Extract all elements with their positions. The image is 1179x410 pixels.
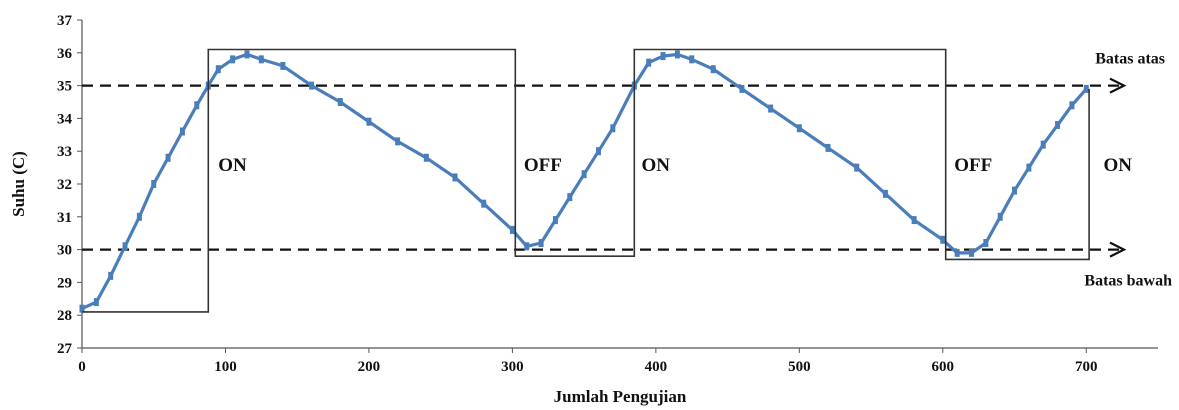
temperature-point — [911, 216, 917, 225]
series-layer — [79, 48, 1090, 313]
temperature-point — [710, 65, 716, 74]
x-tick-label: 200 — [358, 359, 381, 375]
temperature-point — [968, 248, 974, 257]
state-label: ON — [1103, 155, 1132, 176]
temperature-point — [93, 298, 99, 307]
temperature-point — [954, 248, 960, 257]
x-tick-label: 700 — [1075, 359, 1098, 375]
temperature-point — [825, 143, 831, 152]
temperature-point — [610, 124, 616, 133]
temperature-point — [940, 235, 946, 244]
temperature-point — [646, 58, 652, 67]
temperature-point — [796, 124, 802, 133]
temperature-point — [1083, 84, 1089, 93]
temperature-point — [151, 180, 157, 188]
x-axis-title: Jumlah Pengujian — [554, 387, 687, 406]
y-tick-label: 30 — [57, 243, 72, 259]
y-axis-title: Suhu (C) — [9, 151, 28, 217]
temperature-point — [1069, 101, 1075, 110]
temperature-point — [122, 242, 128, 251]
x-tick-label: 600 — [932, 359, 955, 375]
y-tick-label: 33 — [57, 144, 72, 160]
x-tick-label: 0 — [78, 359, 86, 375]
y-ticks: 27 28 29 30 31 32 33 34 35 36 37 — [57, 13, 82, 357]
temperature-point — [481, 199, 487, 208]
temperature-point — [660, 52, 666, 61]
state-label: ON — [218, 155, 247, 176]
temperature-line — [81, 52, 1088, 311]
reference-lines: Batas atas Batas bawah — [82, 51, 1172, 290]
temperature-point — [739, 84, 745, 93]
temperature-point — [136, 212, 142, 221]
temperature-point — [165, 153, 171, 162]
axes — [81, 20, 1158, 349]
temperature-point — [1026, 163, 1032, 172]
reference-label: Batas atas — [1095, 51, 1165, 68]
temperature-point — [997, 212, 1003, 221]
y-tick-label: 31 — [57, 210, 72, 226]
temperature-point — [552, 216, 558, 225]
temperature-point — [108, 271, 114, 280]
state-label: OFF — [524, 155, 562, 176]
y-tick-label: 32 — [57, 177, 72, 193]
reference-arrow — [1109, 77, 1127, 94]
temperature-point — [1055, 120, 1061, 129]
temperature-point — [215, 65, 221, 74]
temperature-point — [258, 55, 264, 64]
x-tick-label: 300 — [501, 359, 524, 375]
temperature-point — [674, 50, 680, 59]
temperature-point — [509, 225, 515, 234]
temperature-point — [854, 163, 860, 172]
temperature-point — [337, 98, 343, 106]
reference-arrow — [1109, 241, 1127, 258]
reference-label: Batas bawah — [1084, 273, 1172, 290]
y-tick-label: 37 — [57, 13, 73, 29]
temperature-point — [768, 104, 774, 113]
temperature-point — [983, 239, 989, 248]
state-label: ON — [642, 155, 671, 176]
y-tick-label: 35 — [57, 79, 72, 95]
y-tick-label: 28 — [57, 308, 72, 324]
y-tick-label: 34 — [57, 111, 73, 127]
temperature-point — [524, 242, 530, 251]
temperature-point — [452, 173, 458, 182]
temperature-point — [194, 101, 200, 110]
temperature-point — [595, 147, 601, 156]
temperature-point — [1012, 186, 1018, 195]
temperature-point — [538, 239, 544, 248]
x-tick-label: 100 — [214, 359, 237, 375]
temperature-point — [423, 153, 429, 162]
y-tick-label: 36 — [57, 46, 73, 62]
temperature-point — [1040, 140, 1046, 149]
annotations: ON OFF ON OFF ON — [218, 155, 1132, 176]
x-tick-label: 400 — [645, 359, 668, 375]
temperature-point — [689, 55, 695, 64]
x-ticks: 0 100 200 300 400 500 600 700 — [78, 348, 1098, 375]
temperature-point — [567, 193, 573, 202]
temperature-point — [395, 137, 401, 146]
temperature-point — [309, 81, 315, 90]
temperature-point — [280, 61, 286, 70]
temperature-point — [79, 304, 85, 313]
y-tick-label: 29 — [57, 275, 72, 291]
temperature-point — [244, 50, 250, 59]
temperature-point — [179, 127, 185, 136]
temperature-point — [366, 117, 372, 126]
y-tick-label: 27 — [57, 341, 73, 357]
temperature-point — [230, 55, 236, 64]
control-state-line — [82, 48, 1090, 313]
state-label: OFF — [954, 155, 992, 176]
temperature-point — [882, 189, 888, 198]
x-tick-label: 500 — [788, 359, 811, 375]
temperature-point — [581, 170, 587, 179]
